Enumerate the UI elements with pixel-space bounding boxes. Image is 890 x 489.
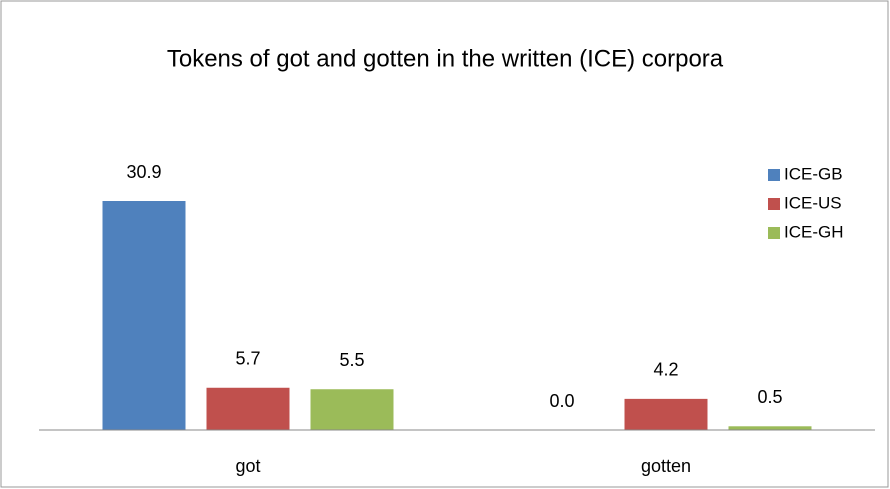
bar: [728, 426, 812, 430]
legend-swatch: [768, 198, 780, 210]
bar: [310, 389, 394, 430]
bar: [206, 387, 290, 430]
legend-text: ICE-US: [784, 193, 842, 212]
x-tick-label: gotten: [641, 456, 691, 476]
data-label: 30.9: [126, 162, 161, 182]
legend-text: ICE-GB: [784, 164, 843, 183]
x-tick-label: got: [235, 456, 260, 476]
legend-text: ICE-GH: [784, 222, 844, 241]
legend-swatch: [768, 227, 780, 239]
data-label: 5.7: [235, 349, 260, 369]
bar: [624, 398, 708, 430]
data-label: 0.5: [757, 387, 782, 407]
data-label: 4.2: [653, 360, 678, 380]
data-label: 5.5: [339, 350, 364, 370]
chart-title: Tokens of got and gotten in the written …: [167, 45, 724, 72]
bar: [102, 201, 186, 430]
legend-swatch: [768, 169, 780, 181]
data-label: 0.0: [549, 391, 574, 411]
